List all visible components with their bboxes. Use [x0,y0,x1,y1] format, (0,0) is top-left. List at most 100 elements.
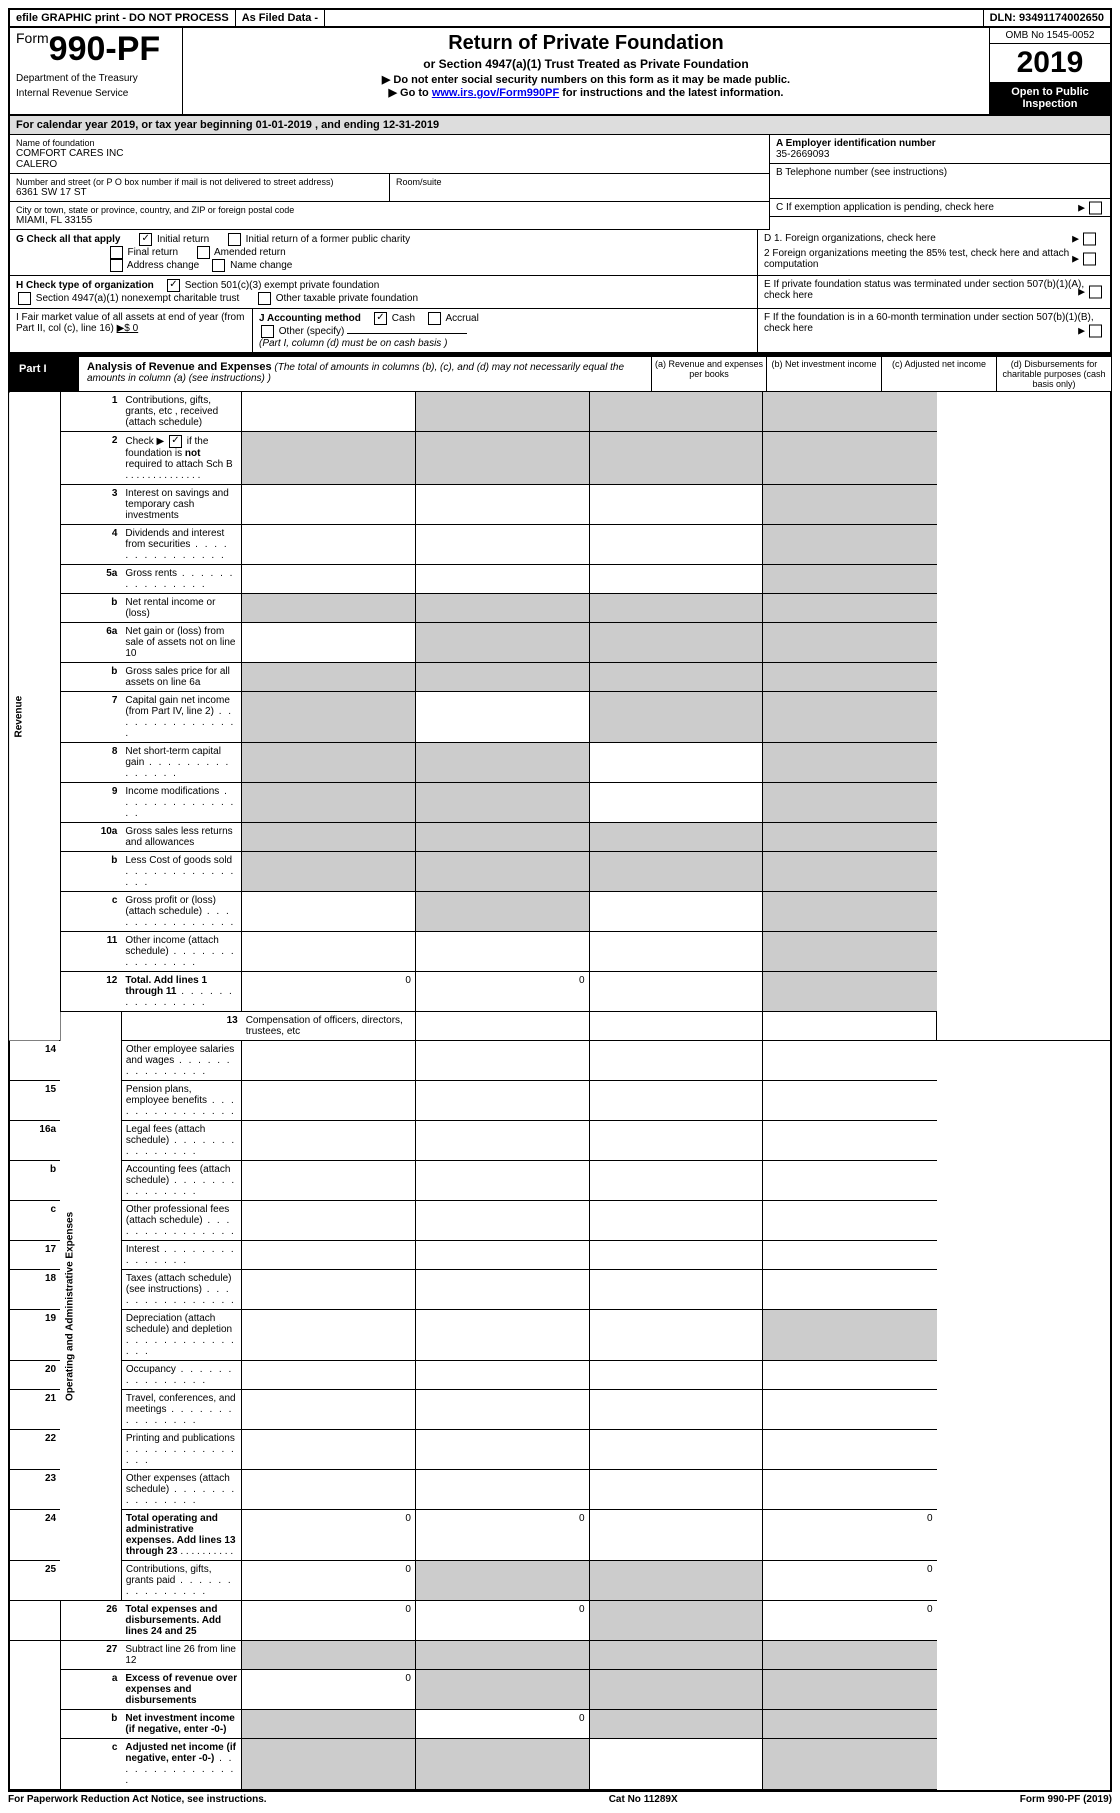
topbar-spacer [325,10,984,26]
line-no: b [60,1710,121,1739]
instr2-post: for instructions and the latest informat… [559,87,783,99]
line-9-desc: Income modifications [121,783,241,823]
line-16a-desc: Legal fees (attach schedule) [121,1121,241,1161]
section-g-through-f: G Check all that apply Initial return In… [8,230,1112,355]
table-row: 22Printing and publications [9,1430,1111,1470]
city-cell: City or town, state or province, country… [10,202,769,230]
street-address: 6361 SW 17 ST [16,187,383,198]
table-row: 12Total. Add lines 1 through 1100 [9,972,1111,1012]
line-10b-desc: Less Cost of goods sold [121,852,241,892]
h-4947-checkbox[interactable] [18,292,31,305]
dept-irs: Internal Revenue Service [16,88,176,99]
f-checkbox[interactable] [1089,324,1102,337]
line-no: 9 [60,783,121,823]
title-cell: Return of Private Foundation or Section … [183,28,990,114]
i-j-cell: I Fair market value of all assets at end… [10,309,757,352]
line-20-desc: Occupancy [121,1361,241,1390]
line-27a-a: 0 [242,1670,416,1710]
entity-left: Name of foundation COMFORT CARES INC CAL… [10,135,769,230]
table-row: 21Travel, conferences, and meetings [9,1390,1111,1430]
table-row: 6aNet gain or (loss) from sale of assets… [9,623,1111,663]
line-22-desc: Printing and publications [121,1430,241,1470]
expenses-side-label: Operating and Administrative Expenses [60,1012,121,1601]
line-5a-desc: Gross rents [121,565,241,594]
table-row: 17Interest [9,1241,1111,1270]
part-1-title: Analysis of Revenue and Expenses [87,361,272,373]
line-no: a [60,1670,121,1710]
g-former-charity-checkbox[interactable] [228,233,241,246]
year-cell: OMB No 1545-0052 2019 Open to Public Ins… [990,28,1110,114]
irs-link[interactable]: www.irs.gov/Form990PF [432,87,559,99]
line-6b-desc: Gross sales price for all assets on line… [121,663,241,692]
j-cash-checkbox[interactable] [374,312,387,325]
phone-label: B Telephone number (see instructions) [776,167,1104,178]
j-accrual-checkbox[interactable] [428,312,441,325]
table-row: bGross sales price for all assets on lin… [9,663,1111,692]
line-no: 25 [9,1561,60,1601]
form-word: Form [16,30,49,46]
d2-checkbox[interactable] [1083,253,1096,266]
g-initial-return-checkbox[interactable] [139,233,152,246]
line-27c-text: Adjusted net income (if negative, enter … [125,1742,236,1764]
j-label: J Accounting method [259,313,361,324]
footer-right: Form 990-PF (2019) [1020,1794,1112,1805]
line-no: 27 [60,1641,121,1670]
g-amended-checkbox[interactable] [197,246,210,259]
table-row: bNet investment income (if negative, ent… [9,1710,1111,1739]
g-address-change-checkbox[interactable] [110,259,123,272]
line-no: 5a [60,565,121,594]
arrow-icon [1078,325,1087,336]
h-501c3-checkbox[interactable] [167,279,180,292]
entity-info: Name of foundation COMFORT CARES INC CAL… [8,135,1112,230]
line-5b-desc: Net rental income or (loss) [121,594,241,623]
j-other-checkbox[interactable] [261,325,274,338]
name-label: Name of foundation [16,138,763,148]
line-27b-desc: Net investment income (if negative, ente… [121,1710,241,1739]
line-12-text: Total. Add lines 1 through 11 [125,975,207,997]
line-17-desc: Interest [121,1241,241,1270]
line-8-desc: Net short-term capital gain [121,743,241,783]
e-checkbox[interactable] [1089,286,1102,299]
calyear-begin: 01-01-2019 [256,119,312,131]
line-4-desc: Dividends and interest from securities [121,525,241,565]
f-label: F If the foundation is in a 60-month ter… [764,312,1094,334]
g-final-return-checkbox[interactable] [110,246,123,259]
table-row: 8Net short-term capital gain [9,743,1111,783]
street-cell: Number and street (or P O box number if … [10,174,390,201]
table-row: cGross profit or (loss) (attach schedule… [9,892,1111,932]
c-checkbox[interactable] [1089,201,1102,214]
d1-checkbox[interactable] [1083,232,1096,245]
h-label: H Check type of organization [16,280,154,291]
line-18-desc: Taxes (attach schedule) (see instruction… [121,1270,241,1310]
line-24-a: 0 [242,1510,416,1561]
line-24-desc: Total operating and administrative expen… [121,1510,241,1561]
line-26-a: 0 [242,1601,416,1641]
line-25-desc: Contributions, gifts, grants paid [121,1561,241,1601]
part-1-label: Part I [9,357,79,391]
line-1-a [242,392,416,432]
address-row: Number and street (or P O box number if … [10,174,769,202]
table-row: Operating and Administrative Expenses 13… [9,1012,1111,1041]
exemption-pending-cell: C If exemption application is pending, c… [770,199,1110,217]
g-name-change-checkbox[interactable] [212,259,225,272]
line-no: 10a [60,823,121,852]
e-label: E If private foundation status was termi… [764,279,1084,301]
ein-value: 35-2669093 [776,149,1104,160]
col-a-head: (a) Revenue and expenses per books [651,357,766,391]
g-name-change: Name change [230,260,292,271]
h-4947: Section 4947(a)(1) nonexempt charitable … [36,293,239,304]
form-instr-1: ▶ Do not enter social security numbers o… [191,73,981,86]
arrow-icon [1072,233,1081,244]
top-bar: efile GRAPHIC print - DO NOT PROCESS As … [8,8,1112,28]
arrow-icon [1078,287,1087,298]
row-i-j-f: I Fair market value of all assets at end… [10,309,1110,354]
line-no: 19 [9,1310,60,1361]
line-no: 7 [60,692,121,743]
line-27b-b: 0 [415,1710,589,1739]
calyear-end: 12-31-2019 [383,119,439,131]
form-number-cell: Form990-PF Department of the Treasury In… [10,28,183,114]
line-2-checkbox[interactable] [169,435,182,448]
line-27-desc: Subtract line 26 from line 12 [121,1641,241,1670]
line-no: 2 [60,432,121,485]
h-other-checkbox[interactable] [258,292,271,305]
